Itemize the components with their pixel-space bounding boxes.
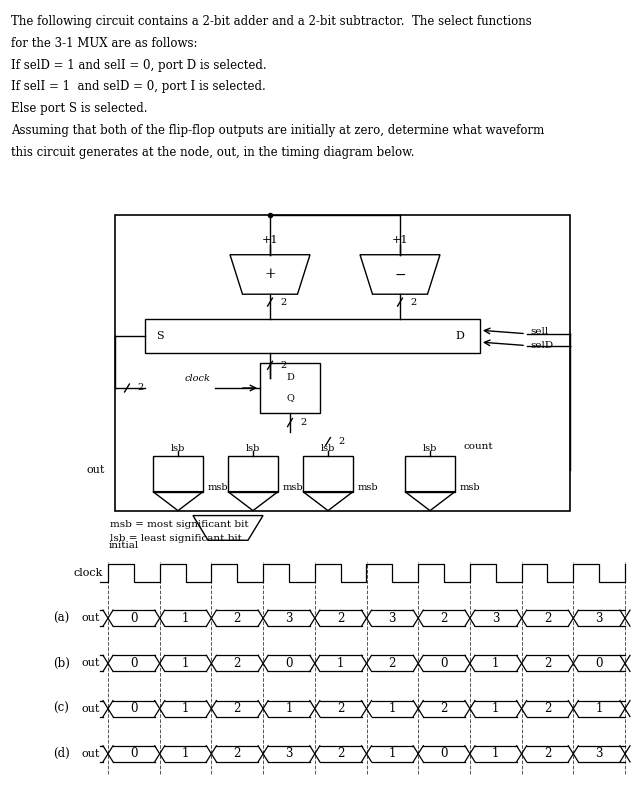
Text: 1: 1 (389, 747, 396, 761)
Bar (145, 319, 480, 353)
Text: lsb: lsb (423, 444, 437, 453)
Text: (a): (a) (53, 611, 69, 625)
Text: for the 3-1 MUX are as follows:: for the 3-1 MUX are as follows: (11, 37, 197, 50)
Text: 1: 1 (389, 702, 396, 715)
Text: 1: 1 (492, 702, 500, 715)
Bar (228, 457, 278, 491)
Bar (153, 457, 203, 491)
Text: 1: 1 (337, 657, 344, 670)
Text: 2: 2 (280, 360, 286, 370)
Text: 2: 2 (544, 657, 551, 670)
Text: 1: 1 (285, 702, 293, 715)
Text: 2: 2 (544, 611, 551, 625)
Text: lsb: lsb (321, 444, 335, 453)
Text: 0: 0 (130, 657, 138, 670)
Text: 1: 1 (182, 611, 189, 625)
Text: 2: 2 (544, 702, 551, 715)
Text: 2: 2 (544, 747, 551, 761)
Text: Assuming that both of the flip-flop outputs are initially at zero, determine wha: Assuming that both of the flip-flop outp… (11, 124, 545, 137)
Text: S: S (156, 331, 164, 341)
Text: clock: clock (184, 374, 210, 383)
Text: 2: 2 (337, 611, 344, 625)
Text: 1: 1 (492, 657, 500, 670)
Text: 0: 0 (285, 657, 293, 670)
Text: msb: msb (358, 484, 378, 492)
Text: msb = most significant bit: msb = most significant bit (110, 520, 249, 529)
Text: 2: 2 (234, 747, 241, 761)
Text: out: out (82, 703, 100, 714)
Bar (303, 457, 353, 491)
Text: 2: 2 (234, 657, 241, 670)
Text: msb: msb (208, 484, 229, 492)
Text: Q: Q (286, 393, 294, 403)
Text: D: D (455, 331, 464, 341)
Bar (115, 215, 570, 511)
Text: 3: 3 (285, 611, 293, 625)
Text: 2: 2 (337, 747, 344, 761)
Text: out: out (82, 749, 100, 759)
Text: lsb: lsb (246, 444, 260, 453)
Text: If selI = 1  and selD = 0, port I is selected.: If selI = 1 and selD = 0, port I is sele… (11, 80, 266, 94)
Text: −: − (394, 268, 406, 281)
Text: 0: 0 (130, 611, 138, 625)
Text: The following circuit contains a 2-bit adder and a 2-bit subtractor.  The select: The following circuit contains a 2-bit a… (11, 15, 532, 28)
Text: 2: 2 (440, 611, 448, 625)
Text: 2: 2 (337, 702, 344, 715)
Text: 1: 1 (182, 702, 189, 715)
Text: 0: 0 (440, 747, 448, 761)
Text: 1: 1 (492, 747, 500, 761)
Text: out: out (82, 658, 100, 669)
Text: 2: 2 (300, 418, 306, 427)
Text: 0: 0 (440, 657, 448, 670)
Text: D: D (286, 372, 294, 382)
Text: If selD = 1 and selI = 0, port D is selected.: If selD = 1 and selI = 0, port D is sele… (11, 59, 267, 71)
Text: 3: 3 (596, 611, 603, 625)
Text: 1: 1 (596, 702, 603, 715)
Text: +1: +1 (392, 235, 408, 245)
Text: count: count (463, 442, 493, 451)
Text: 1: 1 (182, 747, 189, 761)
Text: msb: msb (460, 484, 481, 492)
Text: 1: 1 (182, 657, 189, 670)
Text: lsb: lsb (171, 444, 185, 453)
Bar (405, 457, 455, 491)
Text: Else port S is selected.: Else port S is selected. (11, 102, 148, 115)
Text: clock: clock (74, 568, 103, 578)
Text: 3: 3 (492, 611, 500, 625)
Text: (d): (d) (53, 747, 70, 761)
Text: (c): (c) (53, 702, 69, 715)
Text: lsb = least significant bit: lsb = least significant bit (110, 534, 242, 542)
Text: 2: 2 (234, 702, 241, 715)
Text: out: out (82, 613, 100, 623)
Text: (b): (b) (53, 657, 70, 670)
Text: 2: 2 (137, 384, 144, 392)
Text: 3: 3 (389, 611, 396, 625)
Text: +1: +1 (262, 235, 278, 245)
Text: 3: 3 (285, 747, 293, 761)
Text: selD: selD (530, 341, 553, 350)
Text: 2: 2 (338, 437, 344, 446)
Text: sell: sell (530, 327, 548, 336)
Text: this circuit generates at the node, out, in the timing diagram below.: this circuit generates at the node, out,… (11, 146, 415, 159)
Text: 2: 2 (234, 611, 241, 625)
Text: 0: 0 (130, 702, 138, 715)
Text: 2: 2 (389, 657, 396, 670)
Text: 0: 0 (130, 747, 138, 761)
Text: out: out (86, 465, 105, 475)
Text: msb: msb (283, 484, 304, 492)
Text: 3: 3 (596, 747, 603, 761)
Text: 0: 0 (596, 657, 603, 670)
Text: 2: 2 (440, 702, 448, 715)
Bar (260, 364, 320, 413)
Text: initial: initial (109, 541, 139, 550)
Text: 2: 2 (280, 298, 286, 306)
Text: 2: 2 (410, 298, 417, 306)
Text: +: + (264, 268, 276, 281)
